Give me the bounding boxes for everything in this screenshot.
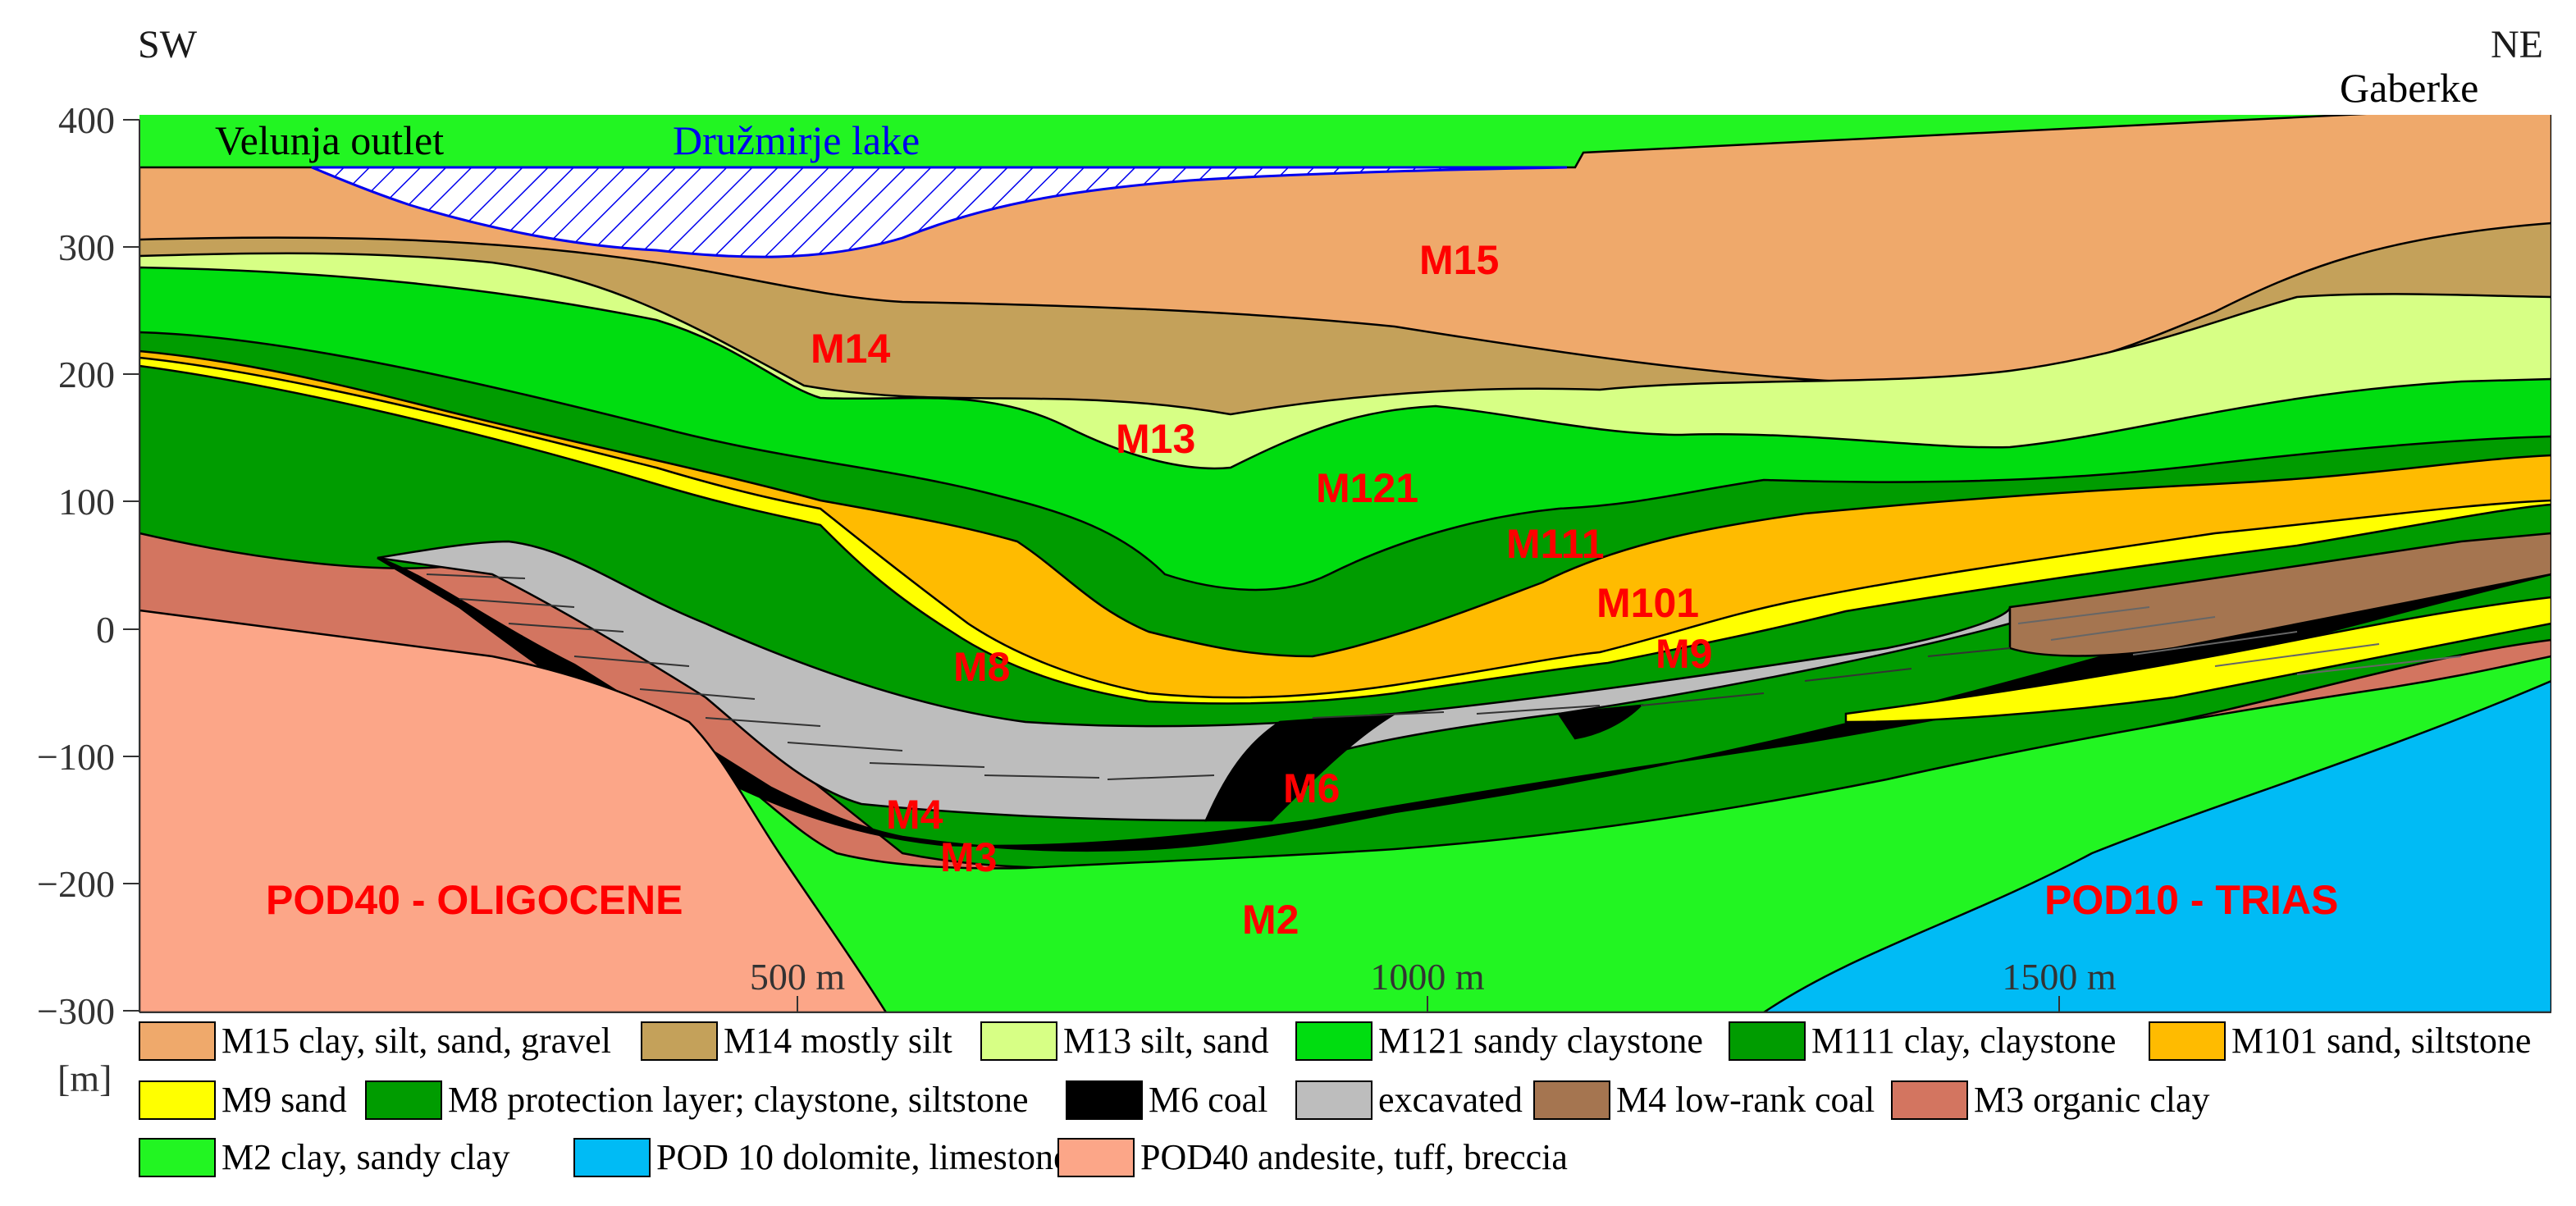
legend-swatch	[139, 1021, 216, 1061]
orientation-sw: SW	[138, 23, 198, 66]
y-tick-label: 100	[58, 481, 115, 523]
place-gaberke: Gaberke	[2340, 65, 2478, 111]
label-m14: M14	[811, 326, 890, 372]
legend-swatch	[1057, 1138, 1135, 1177]
legend-swatch	[1729, 1021, 1806, 1061]
legend-swatch	[573, 1138, 651, 1177]
legend-swatch	[641, 1021, 718, 1061]
x-tick-label: 500 m	[750, 956, 846, 998]
legend-label: M15 clay, silt, sand, gravel	[222, 1021, 611, 1061]
bedding-lines	[426, 573, 2462, 780]
y-ticks	[123, 119, 139, 1012]
y-tick-label: −100	[37, 736, 115, 778]
label-pod10: POD10 - TRIAS	[2044, 877, 2338, 923]
legend-label: excavated	[1378, 1080, 1523, 1120]
layer-m9-lens	[1844, 596, 2551, 724]
y-tick-label: −200	[37, 863, 115, 905]
layer-m4	[2008, 532, 2551, 657]
label-m13: M13	[1116, 416, 1195, 462]
label-m121: M121	[1316, 465, 1418, 511]
place-druzmirje-lake: Družmirje lake	[673, 117, 920, 163]
legend-swatch	[365, 1080, 442, 1120]
legend-label: M8 protection layer; claystone, siltston…	[448, 1080, 1029, 1120]
legend-swatch	[1295, 1080, 1372, 1120]
legend-label: M111 clay, claystone	[1811, 1021, 2116, 1061]
label-m15: M15	[1419, 237, 1499, 283]
legend-swatch	[1533, 1080, 1610, 1120]
label-m8: M8	[953, 644, 1010, 690]
y-unit-label: [m]	[57, 1058, 112, 1099]
cross-section-layers	[139, 115, 2551, 1012]
legend-swatch	[1891, 1080, 1968, 1120]
place-velenje-outlet: Velunja outlet	[215, 117, 444, 163]
legend-label: M14 mostly silt	[724, 1021, 952, 1061]
legend-label: M121 sandy claystone	[1378, 1021, 1703, 1061]
legend-swatch	[980, 1021, 1057, 1061]
legend-label: M3 organic clay	[1974, 1080, 2210, 1120]
y-tick-label: 300	[58, 226, 115, 268]
label-m6: M6	[1283, 765, 1340, 811]
legend-label: POD40 andesite, tuff, breccia	[1140, 1137, 1568, 1177]
legend-label: M13 silt, sand	[1063, 1021, 1269, 1061]
legend-swatch	[139, 1080, 216, 1120]
druzmirje-lake	[311, 166, 1568, 258]
layer-pod40	[139, 609, 888, 1012]
y-tick-label: 200	[58, 354, 115, 395]
legend-label: M6 coal	[1149, 1080, 1267, 1120]
y-tick-label: 400	[58, 99, 115, 141]
label-m9: M9	[1656, 631, 1712, 677]
orientation-ne: NE	[2491, 23, 2543, 66]
y-tick-label: −300	[37, 990, 115, 1032]
label-m111: M111	[1506, 521, 1605, 567]
legend-swatch	[139, 1138, 216, 1177]
legend-label: M2 clay, sandy clay	[222, 1137, 509, 1177]
legend-swatch	[1066, 1080, 1143, 1120]
x-ticks	[797, 996, 2060, 1012]
legend-label: M4 low-rank coal	[1616, 1080, 1875, 1120]
legend-label: POD 10 dolomite, limestone	[656, 1137, 1070, 1177]
label-m101: M101	[1596, 580, 1699, 626]
x-tick-label: 1500 m	[2002, 956, 2117, 998]
y-tick-label: 0	[96, 609, 115, 651]
legend-label: M9 sand	[222, 1080, 347, 1120]
layer-excavated	[377, 540, 2012, 822]
legend-swatch	[2149, 1021, 2226, 1061]
legend: M15 clay, silt, sand, gravel M14 mostly s…	[139, 1021, 2531, 1177]
label-m2: M2	[1242, 897, 1299, 943]
label-m4: M4	[886, 792, 943, 838]
label-pod40: POD40 - OLIGOCENE	[266, 877, 683, 923]
x-tick-label: 1000 m	[1370, 956, 1485, 998]
layer-pod10-front	[1761, 679, 2551, 1012]
legend-swatch	[1295, 1021, 1372, 1061]
label-m3: M3	[940, 834, 997, 880]
legend-label: M101 sand, siltstone	[2231, 1021, 2531, 1061]
